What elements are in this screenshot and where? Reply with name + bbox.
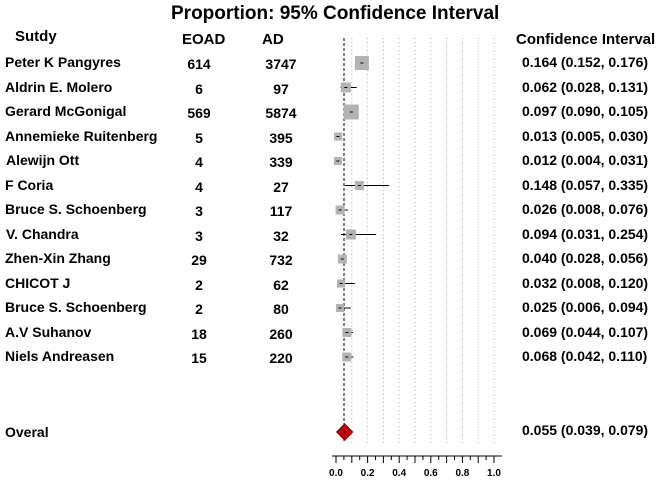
eoad-count: 2 bbox=[195, 276, 203, 293]
eoad-count: 4 bbox=[195, 154, 203, 170]
ad-count: 5874 bbox=[265, 105, 297, 121]
ad-count: 3747 bbox=[265, 56, 297, 72]
ad-count: 97 bbox=[273, 80, 289, 97]
overall-label: Overal bbox=[5, 424, 49, 440]
ad-count: 32 bbox=[273, 227, 289, 244]
ad-count: 117 bbox=[269, 203, 293, 219]
study-name: CHICOT J bbox=[5, 274, 71, 291]
eoad-count: 2 bbox=[195, 301, 203, 317]
eoad-count: 5 bbox=[195, 129, 203, 146]
study-name: F Coria bbox=[5, 176, 54, 193]
ci-text: 0.062 (0.028, 0.131) bbox=[522, 78, 649, 95]
ci-text: 0.069 (0.044, 0.107) bbox=[522, 323, 649, 340]
column-header-study: Sutdy bbox=[15, 28, 57, 45]
ci-text: 0.094 (0.031, 0.254) bbox=[522, 225, 649, 242]
study-name: Annemieke Ruitenberg bbox=[5, 127, 158, 144]
ad-count: 27 bbox=[273, 178, 289, 195]
study-name: Aldrin E. Molero bbox=[5, 78, 113, 95]
eoad-count: 6 bbox=[195, 80, 203, 97]
study-name: V. Chandra bbox=[6, 225, 79, 242]
ad-count: 339 bbox=[269, 154, 293, 170]
eoad-count: 614 bbox=[187, 56, 211, 72]
eoad-count: 569 bbox=[187, 105, 211, 121]
study-name: Gerard McGonigal bbox=[5, 103, 127, 119]
x-tick-label: 0.4 bbox=[392, 468, 406, 479]
eoad-count: 4 bbox=[195, 178, 203, 195]
ad-count: 260 bbox=[269, 325, 293, 342]
ci-text: 0.025 (0.006, 0.094) bbox=[522, 299, 649, 315]
eoad-count: 29 bbox=[191, 252, 207, 268]
ad-count: 62 bbox=[273, 276, 289, 293]
eoad-count: 3 bbox=[195, 227, 203, 244]
x-tick-label: 0.0 bbox=[329, 468, 343, 479]
ci-text: 0.026 (0.008, 0.076) bbox=[522, 201, 649, 217]
ci-text: 0.013 (0.005, 0.030) bbox=[522, 127, 649, 144]
chart-title: Proportion: 95% Confidence Interval bbox=[171, 3, 500, 24]
ad-count: 395 bbox=[269, 129, 293, 146]
study-name: Niels Andreasen bbox=[5, 348, 115, 364]
x-tick-label: 0.8 bbox=[455, 468, 469, 479]
ci-text: 0.164 (0.152, 0.176) bbox=[522, 54, 649, 70]
study-name: Peter K Pangyres bbox=[5, 54, 121, 70]
ci-text: 0.032 (0.008, 0.120) bbox=[522, 274, 649, 291]
study-name: Alewijn Ott bbox=[6, 152, 80, 168]
ad-count: 80 bbox=[273, 301, 289, 317]
ad-count: 220 bbox=[269, 350, 293, 366]
eoad-count: 18 bbox=[191, 325, 207, 342]
study-name: Zhen-Xin Zhang bbox=[5, 250, 111, 266]
study-name: Bruce S. Schoenberg bbox=[5, 201, 147, 217]
eoad-count: 3 bbox=[195, 203, 203, 219]
ci-text: 0.040 (0.028, 0.056) bbox=[522, 250, 649, 266]
ci-text: 0.097 (0.090, 0.105) bbox=[522, 103, 649, 119]
ad-count: 732 bbox=[269, 252, 293, 268]
column-header-ad: AD bbox=[262, 31, 284, 48]
ci-text: 0.012 (0.004, 0.031) bbox=[522, 152, 649, 168]
study-name: Bruce S. Schoenberg bbox=[5, 299, 147, 315]
ci-text: 0.148 (0.057, 0.335) bbox=[522, 176, 649, 193]
column-header-ci: Confidence Interval bbox=[516, 31, 656, 48]
overall-ci-text: 0.055 (0.039, 0.079) bbox=[522, 422, 649, 438]
ci-text: 0.068 (0.042, 0.110) bbox=[522, 348, 648, 364]
x-tick-label: 1.0 bbox=[487, 468, 501, 479]
eoad-count: 15 bbox=[191, 350, 207, 366]
study-name: A.V Suhanov bbox=[5, 323, 92, 340]
x-tick-label: 0.6 bbox=[424, 468, 438, 479]
column-header-eoad: EOAD bbox=[182, 31, 226, 48]
x-tick-label: 0.2 bbox=[361, 468, 375, 479]
